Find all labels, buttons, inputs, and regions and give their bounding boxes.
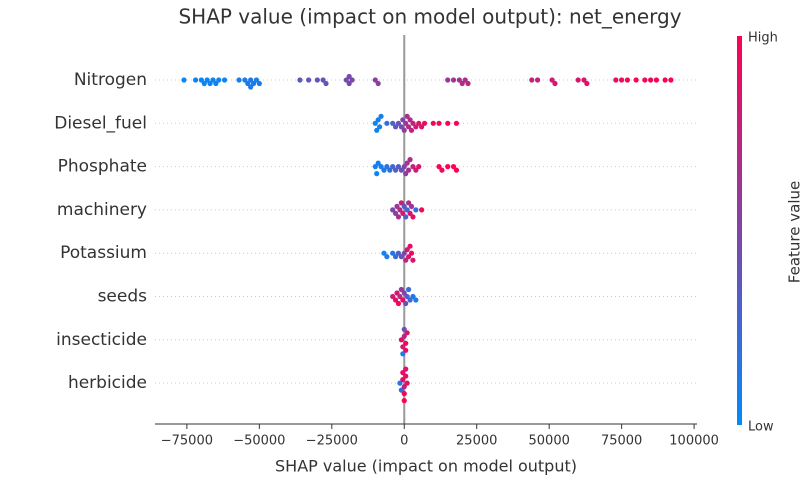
point bbox=[403, 341, 408, 346]
point bbox=[402, 398, 407, 403]
point bbox=[306, 77, 311, 82]
point bbox=[374, 171, 379, 176]
point bbox=[402, 391, 407, 396]
point bbox=[378, 114, 383, 119]
y-tick-label: machinery bbox=[57, 200, 147, 220]
colorbar bbox=[737, 36, 742, 425]
point bbox=[236, 77, 241, 82]
point bbox=[465, 81, 470, 86]
y-tick-label: Phosphate bbox=[58, 157, 147, 177]
point bbox=[445, 77, 450, 82]
point bbox=[535, 77, 540, 82]
point bbox=[403, 301, 408, 306]
point bbox=[396, 301, 401, 306]
point bbox=[396, 214, 401, 219]
point bbox=[406, 287, 411, 292]
point bbox=[222, 77, 227, 82]
point bbox=[402, 128, 407, 133]
point bbox=[407, 244, 412, 249]
point bbox=[315, 77, 320, 82]
point bbox=[409, 128, 414, 133]
point bbox=[409, 251, 414, 256]
x-tick-label: 50000 bbox=[529, 434, 570, 449]
point bbox=[216, 77, 221, 82]
point bbox=[416, 164, 421, 169]
x-tick-label: 100000 bbox=[669, 434, 719, 449]
point bbox=[384, 254, 389, 259]
point bbox=[439, 168, 444, 173]
x-tick-label: 25000 bbox=[456, 434, 497, 449]
x-axis-label: SHAP value (impact on model output) bbox=[275, 457, 577, 476]
point bbox=[529, 77, 534, 82]
point bbox=[436, 121, 441, 126]
point bbox=[668, 77, 673, 82]
point bbox=[625, 77, 630, 82]
point bbox=[451, 77, 456, 82]
point bbox=[431, 121, 436, 126]
point bbox=[376, 81, 381, 86]
point bbox=[349, 77, 354, 82]
point bbox=[384, 121, 389, 126]
point bbox=[413, 297, 418, 302]
point bbox=[403, 348, 408, 353]
point bbox=[454, 168, 459, 173]
point bbox=[648, 77, 653, 82]
point bbox=[403, 367, 408, 372]
point bbox=[181, 77, 186, 82]
x-tick-label: 75000 bbox=[601, 434, 642, 449]
y-tick-label: Diesel_fuel bbox=[54, 113, 147, 133]
point bbox=[419, 207, 424, 212]
point bbox=[613, 77, 618, 82]
point bbox=[193, 77, 198, 82]
point bbox=[422, 121, 427, 126]
x-tick-label: −50000 bbox=[233, 434, 285, 449]
point bbox=[405, 381, 410, 386]
point bbox=[410, 258, 415, 263]
colorbar-label: Feature value bbox=[786, 181, 803, 283]
point bbox=[403, 214, 408, 219]
y-tick-label: Potassium bbox=[60, 243, 147, 263]
y-tick-label: seeds bbox=[98, 287, 148, 307]
x-tick-label: 0 bbox=[400, 434, 408, 449]
point bbox=[642, 77, 647, 82]
point bbox=[406, 168, 411, 173]
point bbox=[634, 77, 639, 82]
point bbox=[576, 77, 581, 82]
point bbox=[584, 81, 589, 86]
point bbox=[663, 77, 668, 82]
point bbox=[454, 121, 459, 126]
point bbox=[377, 124, 382, 129]
point bbox=[410, 214, 415, 219]
point bbox=[257, 81, 262, 86]
y-tick-label: herbicide bbox=[68, 373, 147, 393]
point bbox=[297, 77, 302, 82]
point bbox=[654, 77, 659, 82]
point bbox=[405, 330, 410, 335]
colorbar-low: Low bbox=[748, 420, 774, 435]
point bbox=[323, 81, 328, 86]
chart-title: SHAP value (impact on model output): net… bbox=[178, 5, 681, 29]
colorbar-high: High bbox=[748, 31, 778, 46]
point bbox=[619, 77, 624, 82]
point bbox=[413, 207, 418, 212]
point bbox=[445, 164, 450, 169]
point bbox=[445, 121, 450, 126]
point bbox=[409, 204, 414, 209]
y-tick-label: Nitrogen bbox=[74, 70, 147, 90]
x-tick-label: −25000 bbox=[306, 434, 358, 449]
x-tick-label: −75000 bbox=[161, 434, 213, 449]
point bbox=[552, 81, 557, 86]
y-tick-label: insecticide bbox=[56, 330, 147, 350]
point bbox=[407, 157, 412, 162]
